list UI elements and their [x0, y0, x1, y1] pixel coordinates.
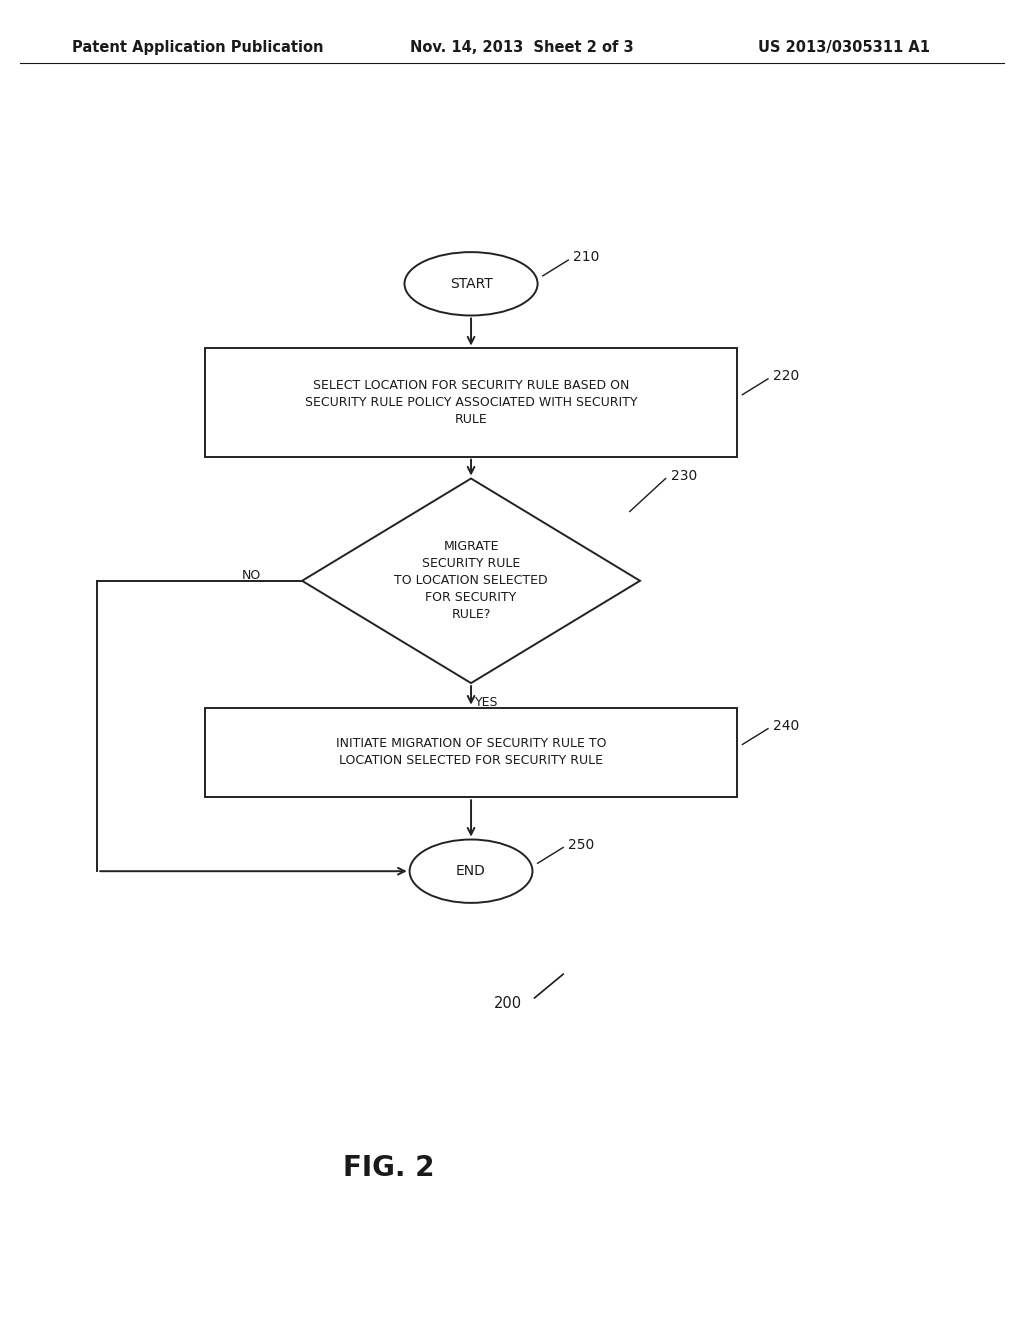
Text: START: START — [450, 277, 493, 290]
FancyBboxPatch shape — [205, 708, 737, 797]
Text: 240: 240 — [773, 719, 800, 733]
Text: Patent Application Publication: Patent Application Publication — [72, 40, 324, 55]
Ellipse shape — [410, 840, 532, 903]
Text: END: END — [456, 865, 486, 878]
Text: 210: 210 — [573, 251, 600, 264]
Text: NO: NO — [242, 569, 260, 582]
Text: SELECT LOCATION FOR SECURITY RULE BASED ON
SECURITY RULE POLICY ASSOCIATED WITH : SELECT LOCATION FOR SECURITY RULE BASED … — [305, 379, 637, 426]
Text: 220: 220 — [773, 370, 800, 383]
Text: YES: YES — [475, 697, 498, 709]
Text: US 2013/0305311 A1: US 2013/0305311 A1 — [758, 40, 930, 55]
Polygon shape — [302, 478, 640, 682]
Text: MIGRATE
SECURITY RULE
TO LOCATION SELECTED
FOR SECURITY
RULE?: MIGRATE SECURITY RULE TO LOCATION SELECT… — [394, 540, 548, 622]
Text: 200: 200 — [495, 995, 522, 1011]
Text: 250: 250 — [568, 838, 595, 851]
FancyBboxPatch shape — [205, 348, 737, 457]
Text: Nov. 14, 2013  Sheet 2 of 3: Nov. 14, 2013 Sheet 2 of 3 — [410, 40, 633, 55]
Ellipse shape — [404, 252, 538, 315]
Text: INITIATE MIGRATION OF SECURITY RULE TO
LOCATION SELECTED FOR SECURITY RULE: INITIATE MIGRATION OF SECURITY RULE TO L… — [336, 738, 606, 767]
Text: FIG. 2: FIG. 2 — [343, 1154, 435, 1183]
Text: 230: 230 — [671, 469, 697, 483]
